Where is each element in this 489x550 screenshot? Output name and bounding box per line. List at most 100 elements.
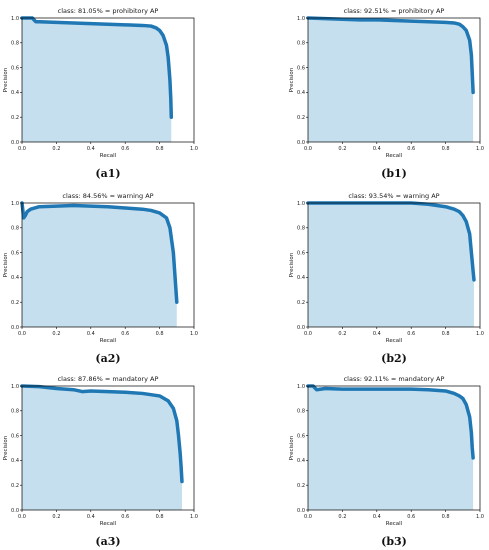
chart-panel-a1: 0.0 0.2 0.4 0.6 0.8 1.0 0.0 0.2 0.4 0.6 0.8 1.0 clas… — [3, 7, 198, 180]
y-tick-label: 0.8 — [297, 409, 305, 415]
axes-frame — [21, 385, 195, 511]
x-tick-label: 0.0 — [18, 331, 26, 337]
y-tick-label: 1.0 — [11, 16, 19, 22]
x-axis-label: Recall — [100, 338, 117, 344]
y-axis-label: Precision — [289, 67, 295, 92]
x-tick-label: 1.0 — [190, 331, 198, 337]
y-tick-label: 1.0 — [11, 201, 19, 207]
y-tick-label: 0.6 — [297, 65, 305, 71]
panel-caption: (a3) — [95, 535, 120, 548]
x-tick-label: 0.6 — [407, 146, 415, 152]
y-tick-label: 0.6 — [297, 250, 305, 256]
x-tick-label: 0.6 — [121, 146, 129, 152]
y-tick-label: 0.6 — [11, 250, 19, 256]
axes-frame — [307, 385, 481, 511]
panel-caption: (a1) — [95, 167, 120, 180]
axes-frame — [21, 17, 195, 143]
x-tick-label: 0.8 — [442, 514, 450, 520]
x-tick-label: 0.8 — [442, 146, 450, 152]
pr-curve-line — [306, 384, 475, 460]
y-axis-label: Precision — [3, 252, 9, 277]
chart-title: class: 93.54% = warning AP — [348, 192, 439, 200]
x-tick-label: 0.6 — [121, 331, 129, 337]
pr-area-fill — [308, 386, 474, 510]
y-axis-label: Precision — [289, 252, 295, 277]
y-tick-label: 0.8 — [11, 226, 19, 232]
x-axis-label: Recall — [100, 153, 117, 159]
y-tick-label: 0.4 — [297, 90, 305, 96]
x-tick-label: 0.4 — [373, 146, 381, 152]
y-tick-label: 1.0 — [297, 16, 305, 22]
x-tick-label: 0.4 — [373, 514, 381, 520]
y-tick-label: 0.2 — [297, 115, 305, 121]
panel-caption: (b2) — [381, 352, 407, 365]
pr-curve-line — [20, 384, 184, 484]
x-tick-label: 0.0 — [18, 514, 26, 520]
y-tick-label: 0.4 — [297, 275, 305, 281]
panel-caption: (a2) — [95, 352, 120, 365]
chart-title: class: 92.11% = mandatory AP — [344, 375, 445, 383]
x-tick-label: 0.8 — [156, 331, 164, 337]
x-tick-label: 0.6 — [407, 331, 415, 337]
y-tick-label: 0.4 — [11, 275, 19, 281]
x-tick-label: 0.0 — [304, 514, 312, 520]
x-axis-label: Recall — [386, 338, 403, 344]
panel-caption: (b1) — [381, 167, 407, 180]
y-tick-label: 0.0 — [11, 140, 19, 146]
y-axis-label: Precision — [289, 435, 295, 460]
x-tick-label: 0.2 — [338, 331, 346, 337]
pr-area-fill — [308, 18, 474, 142]
x-tick-label: 1.0 — [476, 146, 484, 152]
x-tick-label: 0.4 — [87, 514, 95, 520]
x-tick-label: 1.0 — [190, 514, 198, 520]
y-tick-label: 0.2 — [11, 300, 19, 306]
x-tick-label: 0.4 — [87, 146, 95, 152]
x-tick-label: 0.6 — [121, 514, 129, 520]
x-tick-label: 0.8 — [156, 146, 164, 152]
x-tick-label: 0.8 — [442, 331, 450, 337]
y-tick-label: 1.0 — [297, 384, 305, 390]
chart-panel-b1: 0.0 0.2 0.4 0.6 0.8 1.0 0.0 0.2 0.4 0.6 0.8 1.0 clas… — [289, 7, 484, 180]
y-tick-label: 0.4 — [11, 90, 19, 96]
x-tick-label: 1.0 — [190, 146, 198, 152]
x-axis-label: Recall — [386, 153, 403, 159]
x-tick-label: 0.2 — [52, 146, 60, 152]
y-tick-label: 0.8 — [297, 226, 305, 232]
y-tick-label: 0.0 — [297, 140, 305, 146]
y-tick-label: 0.2 — [297, 483, 305, 489]
axes-frame — [307, 202, 481, 328]
chart-panel-a2: 0.0 0.2 0.4 0.6 0.8 1.0 0.0 0.2 0.4 0.6 0.8 1.0 clas… — [3, 192, 198, 365]
pr-curve-line — [306, 16, 475, 95]
y-tick-label: 0.8 — [11, 409, 19, 415]
y-tick-label: 0.4 — [11, 458, 19, 464]
x-tick-label: 0.2 — [338, 146, 346, 152]
x-tick-label: 0.2 — [52, 514, 60, 520]
y-axis-label: Precision — [3, 67, 9, 92]
x-tick-label: 0.0 — [18, 146, 26, 152]
x-tick-label: 1.0 — [476, 331, 484, 337]
pr-curve-line — [20, 16, 174, 119]
x-tick-label: 0.0 — [304, 331, 312, 337]
x-tick-label: 0.6 — [407, 514, 415, 520]
y-tick-label: 1.0 — [11, 384, 19, 390]
chart-title: class: 81.05% = prohibitory AP — [58, 7, 159, 15]
x-tick-label: 0.2 — [338, 514, 346, 520]
x-tick-label: 1.0 — [476, 514, 484, 520]
pr-area-fill — [22, 203, 177, 327]
y-tick-label: 0.8 — [297, 41, 305, 47]
y-tick-label: 0.6 — [11, 433, 19, 439]
chart-title: class: 84.56% = warning AP — [62, 192, 153, 200]
y-tick-label: 0.2 — [297, 300, 305, 306]
x-axis-label: Recall — [100, 521, 117, 527]
x-tick-label: 0.0 — [304, 146, 312, 152]
x-tick-label: 0.4 — [373, 331, 381, 337]
chart-title: class: 92.51% = prohibitory AP — [344, 7, 445, 15]
y-tick-label: 0.0 — [11, 325, 19, 331]
x-tick-label: 0.8 — [156, 514, 164, 520]
pr-area-fill — [22, 386, 182, 510]
y-tick-label: 0.6 — [297, 433, 305, 439]
y-tick-label: 0.0 — [297, 508, 305, 514]
y-tick-label: 0.4 — [297, 458, 305, 464]
x-axis-label: Recall — [386, 521, 403, 527]
